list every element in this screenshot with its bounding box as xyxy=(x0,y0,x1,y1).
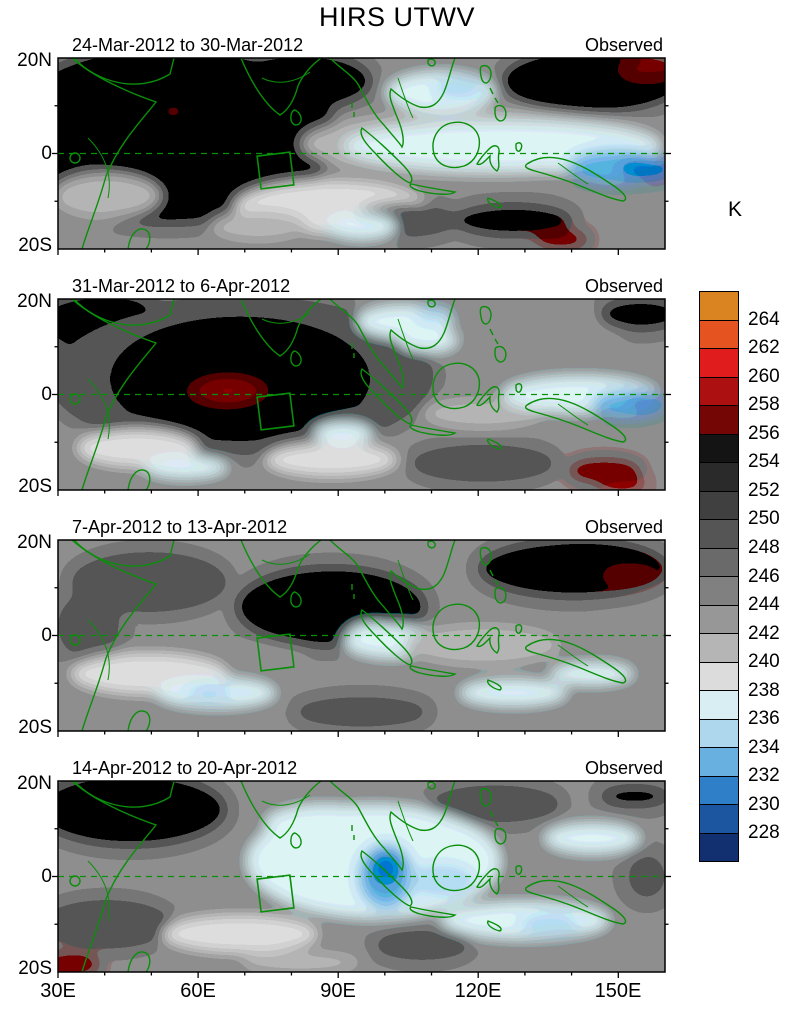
colorbar xyxy=(699,291,739,862)
colorbar-cell xyxy=(700,292,738,320)
y-tick-20n: 20N xyxy=(17,50,52,71)
colorbar-tick-label: 228 xyxy=(748,822,780,844)
colorbar-cell xyxy=(700,832,738,861)
axis-ticks xyxy=(52,105,671,255)
y-tick-20n: 20N xyxy=(17,532,52,553)
colorbar-cell xyxy=(700,690,738,719)
map-svg xyxy=(52,539,671,737)
colorbar-cell xyxy=(700,718,738,747)
coastlines xyxy=(69,299,627,490)
colorbar-cell xyxy=(700,775,738,804)
observed-label: Observed xyxy=(584,276,663,296)
unit-label: K xyxy=(727,198,742,221)
y-tick-20n: 20N xyxy=(17,773,52,794)
colorbar-cell xyxy=(700,604,738,633)
rivers xyxy=(87,71,589,199)
colorbar-tick-label: 246 xyxy=(748,565,780,587)
y-tick-20n: 20N xyxy=(17,291,52,312)
colorbar-tick-label: 250 xyxy=(748,508,780,530)
axis-ticks xyxy=(52,587,671,737)
y-tick-20s: 20S xyxy=(18,717,52,738)
coastlines xyxy=(69,540,627,731)
x-tick-60e: 60E xyxy=(180,980,216,1002)
colorbar-cell xyxy=(700,376,738,405)
x-tick-90e: 90E xyxy=(320,980,356,1002)
colorbar-cell xyxy=(700,405,738,434)
panel-2: 31-Mar-2012 to 6-Apr-2012 Observed 20N 0… xyxy=(17,276,671,497)
observed-label: Observed xyxy=(584,35,663,55)
panel-3: 7-Apr-2012 to 13-Apr-2012 Observed 20N 0… xyxy=(17,517,671,738)
rivers xyxy=(87,794,589,922)
y-tick-0: 0 xyxy=(41,143,52,164)
study-region-box xyxy=(256,151,295,190)
colorbar-cell xyxy=(700,804,738,833)
colorbar-cell xyxy=(700,319,738,348)
panel-1: 24-Mar-2012 to 30-Mar-2012 Observed 20N … xyxy=(17,35,671,256)
colorbar-tick-label: 258 xyxy=(748,394,780,416)
rivers xyxy=(87,312,589,440)
date-range-label: 24-Mar-2012 to 30-Mar-2012 xyxy=(72,35,304,55)
observed-label: Observed xyxy=(584,758,663,778)
map-svg xyxy=(52,780,671,978)
colorbar-tick-label: 262 xyxy=(748,337,780,359)
rivers xyxy=(87,553,589,681)
colorbar-tick-label: 254 xyxy=(748,451,780,473)
y-tick-20s: 20S xyxy=(18,476,52,497)
study-region-box xyxy=(256,633,295,672)
x-tick-30e: 30E xyxy=(40,980,76,1002)
colorbar-cell xyxy=(700,576,738,605)
colorbar-cell xyxy=(700,519,738,548)
observed-label: Observed xyxy=(584,517,663,537)
colorbar-tick-label: 256 xyxy=(748,422,780,444)
date-range-label: 31-Mar-2012 to 6-Apr-2012 xyxy=(72,276,291,296)
y-tick-0: 0 xyxy=(41,866,52,887)
colorbar-cell xyxy=(700,462,738,491)
panel-4-header: 14-Apr-2012 to 20-Apr-2012 Observed xyxy=(58,758,665,778)
colorbar-tick-labels: 264 262 260 258 256 254 252 250 248 246 244 242 240 2… xyxy=(748,291,794,862)
panel-1-header: 24-Mar-2012 to 30-Mar-2012 Observed xyxy=(58,35,665,55)
colorbar-tick-label: 260 xyxy=(748,365,780,387)
panel-2-header: 31-Mar-2012 to 6-Apr-2012 Observed xyxy=(58,276,665,296)
colorbar-cell xyxy=(700,348,738,377)
date-range-label: 14-Apr-2012 to 20-Apr-2012 xyxy=(72,758,298,778)
study-region-box xyxy=(256,874,295,913)
y-tick-0: 0 xyxy=(41,384,52,405)
panel-3-header: 7-Apr-2012 to 13-Apr-2012 Observed xyxy=(58,517,665,537)
y-tick-20s: 20S xyxy=(18,235,52,256)
axis-ticks xyxy=(52,346,671,496)
colorbar-tick-label: 238 xyxy=(748,679,780,701)
colorbar-cell xyxy=(700,547,738,576)
y-tick-0: 0 xyxy=(41,625,52,646)
colorbar-cell xyxy=(700,633,738,662)
map-svg xyxy=(52,57,671,255)
colorbar-tick-label: 232 xyxy=(748,765,780,787)
coastlines xyxy=(69,58,627,249)
axis-ticks xyxy=(52,828,671,978)
map-svg xyxy=(52,298,671,496)
colorbar-tick-label: 236 xyxy=(748,708,780,730)
colorbar-tick-label: 234 xyxy=(748,736,780,758)
colorbar-tick-label: 230 xyxy=(748,793,780,815)
panel-4: 14-Apr-2012 to 20-Apr-2012 Observed 20N … xyxy=(17,758,671,979)
colorbar-tick-label: 244 xyxy=(748,594,780,616)
colorbar-tick-label: 240 xyxy=(748,651,780,673)
colorbar-tick-label: 252 xyxy=(748,479,780,501)
figure-title: HIRS UTWV xyxy=(319,2,475,32)
colorbar-cell xyxy=(700,747,738,776)
colorbar-cell xyxy=(700,433,738,462)
study-region-box xyxy=(256,392,295,431)
colorbar-cell xyxy=(700,490,738,519)
x-tick-120e: 120E xyxy=(454,980,502,1002)
colorbar-tick-label: 242 xyxy=(748,622,780,644)
colorbar-tick-label: 264 xyxy=(748,308,780,330)
y-tick-20s: 20S xyxy=(18,958,52,979)
colorbar-tick-label: 248 xyxy=(748,536,780,558)
colorbar-cell xyxy=(700,661,738,690)
temperature-field xyxy=(58,299,665,490)
coastlines xyxy=(69,781,627,972)
x-tick-150e: 150E xyxy=(594,980,642,1002)
date-range-label: 7-Apr-2012 to 13-Apr-2012 xyxy=(72,517,288,537)
